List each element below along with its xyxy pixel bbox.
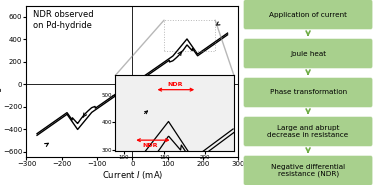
Text: NDR observed
on Pd-hydride: NDR observed on Pd-hydride [33,10,93,29]
Text: Joule heat: Joule heat [290,51,326,57]
X-axis label: Current $I$ (mA): Current $I$ (mA) [102,169,163,181]
FancyBboxPatch shape [243,38,373,68]
Text: Negative differential
resistance (NDR): Negative differential resistance (NDR) [271,164,345,177]
Text: Large and abrupt
decrease in resistance: Large and abrupt decrease in resistance [268,125,349,138]
FancyBboxPatch shape [243,156,373,185]
Bar [164,20,215,51]
FancyBboxPatch shape [243,117,373,147]
FancyBboxPatch shape [243,78,373,107]
FancyBboxPatch shape [243,0,373,29]
Text: Phase transformation: Phase transformation [270,90,347,95]
Text: Application of current: Application of current [269,11,347,18]
Y-axis label: Voltage V (mV): Voltage V (mV) [0,50,2,113]
